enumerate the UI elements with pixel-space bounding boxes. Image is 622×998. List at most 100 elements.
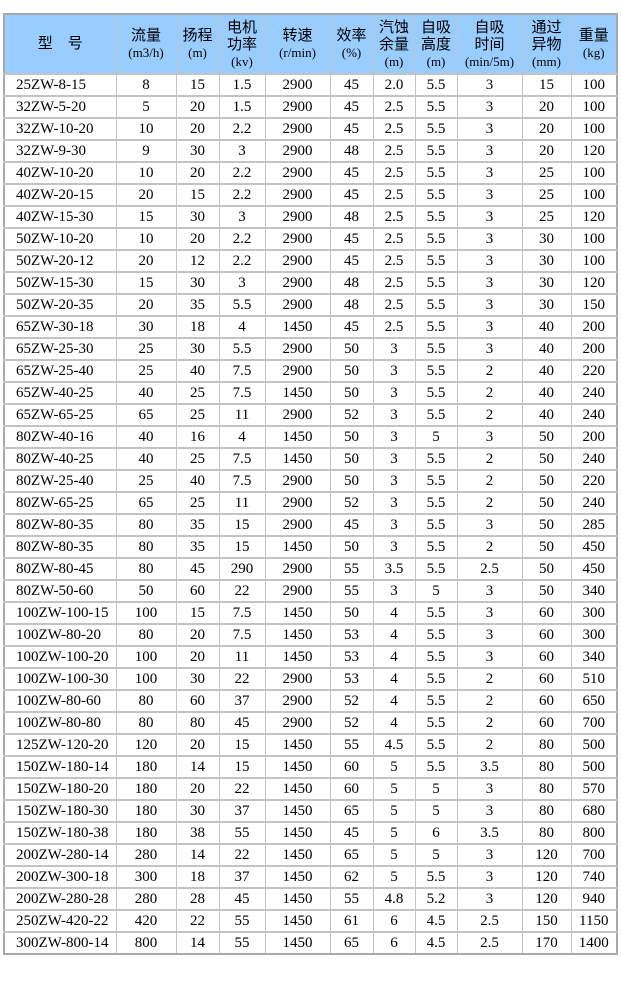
cell-flow: 420 <box>115 909 177 933</box>
cell-particle_size: 50 <box>521 469 572 493</box>
cell-model: 65ZW-30-18 <box>3 315 117 339</box>
cell-flow: 180 <box>115 755 177 779</box>
cell-suction_time: 3 <box>456 601 523 625</box>
cell-suction_height: 4.5 <box>414 909 458 933</box>
cell-motor_power: 5.5 <box>218 293 266 317</box>
col-header-head: 扬程 (m) <box>175 13 220 75</box>
cell-suction_time: 2 <box>456 535 523 559</box>
cell-speed: 1450 <box>264 887 331 911</box>
cell-suction_height: 5.5 <box>414 249 458 273</box>
cell-particle_size: 60 <box>521 645 572 669</box>
cell-flow: 100 <box>115 667 177 691</box>
cell-flow: 80 <box>115 535 177 559</box>
cell-npsh: 4.8 <box>372 887 416 911</box>
table-row: 50ZW-20-35 20 35 5.5 2900 48 2.5 5.5 3 30 150 <box>3 293 618 317</box>
cell-speed: 1450 <box>264 821 331 845</box>
cell-particle_size: 80 <box>521 755 572 779</box>
cell-head: 35 <box>175 513 220 537</box>
cell-particle_size: 30 <box>521 293 572 317</box>
cell-efficiency: 50 <box>329 359 374 383</box>
cell-particle_size: 30 <box>521 271 572 295</box>
cell-head: 15 <box>175 73 220 97</box>
cell-head: 20 <box>175 777 220 801</box>
cell-flow: 40 <box>115 447 177 471</box>
cell-motor_power: 5.5 <box>218 337 266 361</box>
cell-particle_size: 80 <box>521 799 572 823</box>
cell-model: 32ZW-10-20 <box>3 117 117 141</box>
cell-particle_size: 40 <box>521 337 572 361</box>
cell-efficiency: 60 <box>329 755 374 779</box>
cell-speed: 1450 <box>264 777 331 801</box>
table-row: 80ZW-80-35 80 35 15 2900 45 3 5.5 3 50 285 <box>3 513 618 537</box>
cell-efficiency: 50 <box>329 425 374 449</box>
cell-particle_size: 50 <box>521 535 572 559</box>
table-row: 65ZW-65-25 65 25 11 2900 52 3 5.5 2 40 240 <box>3 403 618 427</box>
cell-suction_time: 2 <box>456 689 523 713</box>
cell-model: 80ZW-50-60 <box>3 579 117 603</box>
cell-weight: 240 <box>570 381 618 405</box>
cell-model: 250ZW-420-22 <box>3 909 117 933</box>
cell-model: 100ZW-100-15 <box>3 601 117 625</box>
col-header-label: 电机 <box>226 19 257 36</box>
cell-model: 40ZW-15-30 <box>3 205 117 229</box>
cell-suction_time: 3 <box>456 579 523 603</box>
cell-head: 14 <box>175 843 220 867</box>
table-row: 150ZW-180-14 180 14 15 1450 60 5 5.5 3.5 80 500 <box>3 755 618 779</box>
cell-npsh: 2.5 <box>372 117 416 141</box>
cell-npsh: 2.5 <box>372 95 416 119</box>
cell-flow: 800 <box>115 931 177 955</box>
cell-motor_power: 22 <box>218 777 266 801</box>
cell-motor_power: 15 <box>218 535 266 559</box>
cell-npsh: 2.5 <box>372 205 416 229</box>
cell-suction_height: 5.5 <box>414 447 458 471</box>
cell-particle_size: 25 <box>521 183 572 207</box>
cell-suction_time: 3 <box>456 73 523 97</box>
cell-flow: 180 <box>115 799 177 823</box>
cell-suction_time: 2 <box>456 733 523 757</box>
cell-weight: 120 <box>570 205 618 229</box>
cell-motor_power: 2.2 <box>218 117 266 141</box>
cell-suction_height: 5.5 <box>414 755 458 779</box>
table-row: 80ZW-80-45 80 45 290 2900 55 3.5 5.5 2.5 50 450 <box>3 557 618 581</box>
cell-head: 25 <box>175 491 220 515</box>
cell-npsh: 4 <box>372 711 416 735</box>
col-header-label: 效率 <box>336 28 367 44</box>
cell-model: 150ZW-180-14 <box>3 755 117 779</box>
cell-npsh: 4 <box>372 689 416 713</box>
cell-motor_power: 15 <box>218 755 266 779</box>
cell-suction_height: 5.5 <box>414 337 458 361</box>
cell-suction_height: 5.5 <box>414 557 458 581</box>
cell-particle_size: 120 <box>521 843 572 867</box>
cell-particle_size: 20 <box>521 95 572 119</box>
cell-speed: 2900 <box>264 469 331 493</box>
cell-suction_height: 5.5 <box>414 117 458 141</box>
cell-efficiency: 53 <box>329 667 374 691</box>
cell-suction_height: 5.5 <box>414 491 458 515</box>
cell-motor_power: 55 <box>218 931 266 955</box>
cell-weight: 120 <box>570 271 618 295</box>
cell-efficiency: 60 <box>329 777 374 801</box>
cell-model: 40ZW-20-15 <box>3 183 117 207</box>
cell-efficiency: 48 <box>329 271 374 295</box>
table-row: 125ZW-120-20 120 20 15 1450 55 4.5 5.5 2 80 500 <box>3 733 618 757</box>
cell-weight: 100 <box>570 161 618 185</box>
cell-efficiency: 48 <box>329 205 374 229</box>
cell-efficiency: 45 <box>329 183 374 207</box>
cell-flow: 25 <box>115 337 177 361</box>
cell-particle_size: 120 <box>521 865 572 889</box>
cell-speed: 2900 <box>264 183 331 207</box>
cell-head: 12 <box>175 249 220 273</box>
cell-head: 15 <box>175 601 220 625</box>
table-row: 40ZW-10-20 10 20 2.2 2900 45 2.5 5.5 3 25 100 <box>3 161 618 185</box>
cell-npsh: 3 <box>372 491 416 515</box>
cell-motor_power: 290 <box>218 557 266 581</box>
cell-model: 150ZW-180-38 <box>3 821 117 845</box>
cell-suction_time: 3 <box>456 95 523 119</box>
cell-npsh: 4.5 <box>372 733 416 757</box>
table-row: 40ZW-15-30 15 30 3 2900 48 2.5 5.5 3 25 120 <box>3 205 618 229</box>
cell-suction_time: 3.5 <box>456 755 523 779</box>
table-row: 250ZW-420-22 420 22 55 1450 61 6 4.5 2.5 150 1150 <box>3 909 618 933</box>
cell-model: 80ZW-40-16 <box>3 425 117 449</box>
cell-weight: 100 <box>570 249 618 273</box>
cell-efficiency: 50 <box>329 535 374 559</box>
